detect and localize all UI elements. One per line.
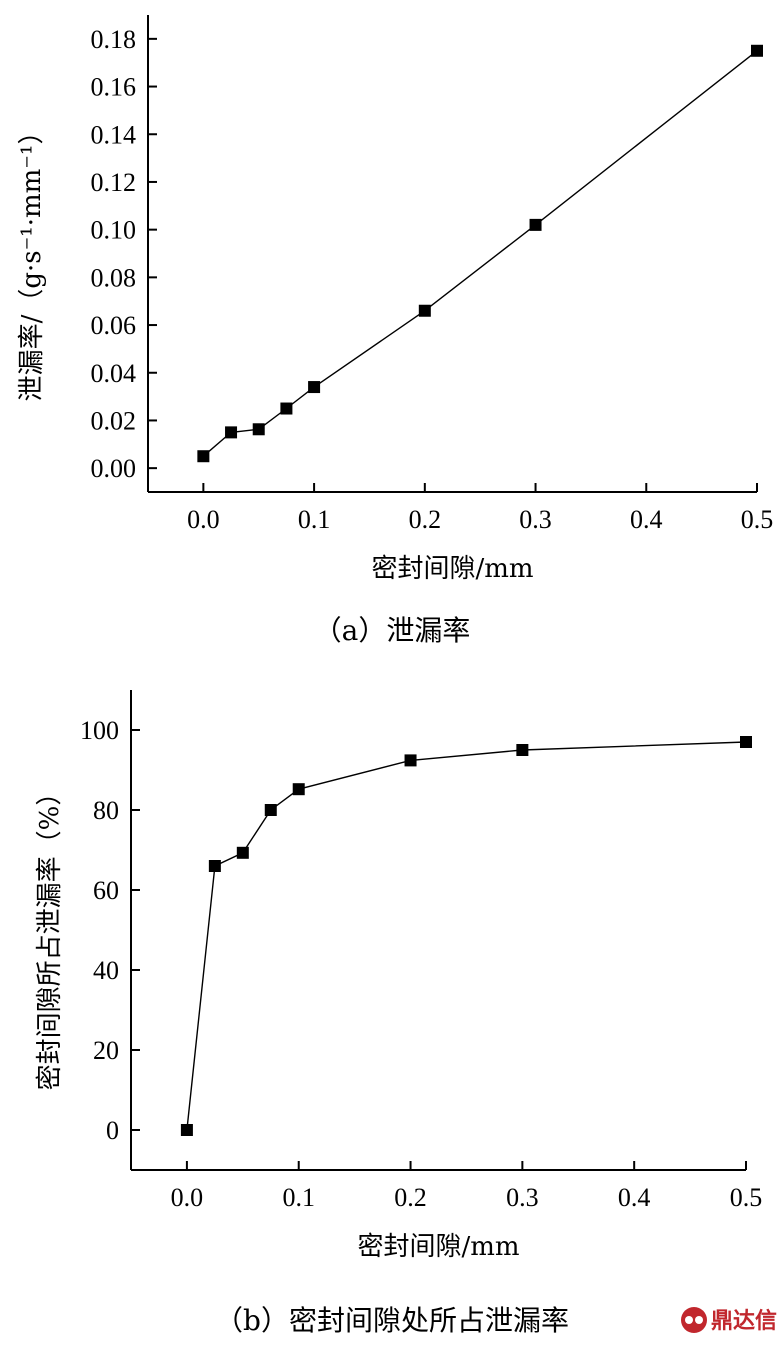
y-tick-label: 0 [106,1116,119,1145]
data-point [404,754,417,767]
y-tick-label: 100 [80,716,119,745]
x-tick-label: 0.2 [409,505,442,534]
data-point [529,218,542,231]
x-tick-label: 0.3 [506,1183,539,1212]
y-tick-label: 0.12 [91,168,137,197]
y-tick-label: 0.16 [91,73,137,102]
data-point [264,804,277,816]
figure-caption: （a）泄漏率 [314,614,471,647]
x-tick-label: 0.5 [730,1183,763,1212]
y-tick-label: 0.00 [91,454,137,483]
data-point [751,44,763,57]
chart-a-leakage-rate: 0.00 0.02 0.04 0.06 0.08 0.10 0.12 0.14 0.16 0.18… [17,15,773,647]
x-tick-label: 0.0 [171,1183,204,1212]
data-point [208,860,221,872]
y-tick-label: 80 [93,796,119,825]
y-tick-label: 40 [93,956,119,985]
x-tick-label: 0.0 [187,505,220,534]
x-tick-label: 0.5 [741,505,774,534]
series-line [186,741,747,1131]
data-point [252,423,265,436]
y-tick-label: 0.14 [91,120,137,149]
x-tick-label: 0.3 [519,505,552,534]
y-tick-label: 0.10 [91,216,137,245]
data-point [418,304,431,317]
x-tick-label: 0.1 [298,505,331,534]
x-tick-label: 0.4 [630,505,663,534]
x-axis-title: 密封间隙/mm [371,554,533,584]
data-point [197,450,210,463]
y-axis-title: 泄漏率/（g·s⁻¹·mm⁻¹） [17,119,47,402]
data-point [308,381,321,394]
data-point [516,744,529,756]
y-tick-label: 0.06 [91,311,137,340]
y-tick-label: 60 [93,876,119,905]
y-tick-label: 0.04 [91,359,137,388]
data-point [236,846,249,859]
figure-caption: （b）密封间隙处所占泄漏率 [215,1304,569,1337]
series-line [202,50,758,457]
watermark: 鼎达信 [681,1307,777,1334]
y-tick-label: 0.08 [91,263,137,292]
y-tick-label: 0.18 [91,25,137,54]
x-tick-label: 0.1 [282,1183,315,1212]
data-point [180,1124,193,1136]
y-tick-label: 20 [93,1036,119,1065]
chart-b-gap-leakage-share: 0 20 40 60 80 100 0.0 0.1 0.2 0.3 0.4 0.5 密封间隙/mm 密封间… [35,690,762,1337]
data-point [225,426,238,439]
data-point [740,736,752,748]
x-axis-title: 密封间隙/mm [357,1232,519,1262]
y-axis-title: 密封间隙所占泄漏率（%） [35,780,65,1091]
data-point [280,402,293,415]
x-tick-label: 0.2 [394,1183,427,1212]
watermark-text: 鼎达信 [711,1308,777,1334]
x-tick-label: 0.4 [618,1183,651,1212]
data-point [292,783,305,796]
y-tick-label: 0.02 [91,406,137,435]
ddx-logo-icon [681,1307,707,1333]
